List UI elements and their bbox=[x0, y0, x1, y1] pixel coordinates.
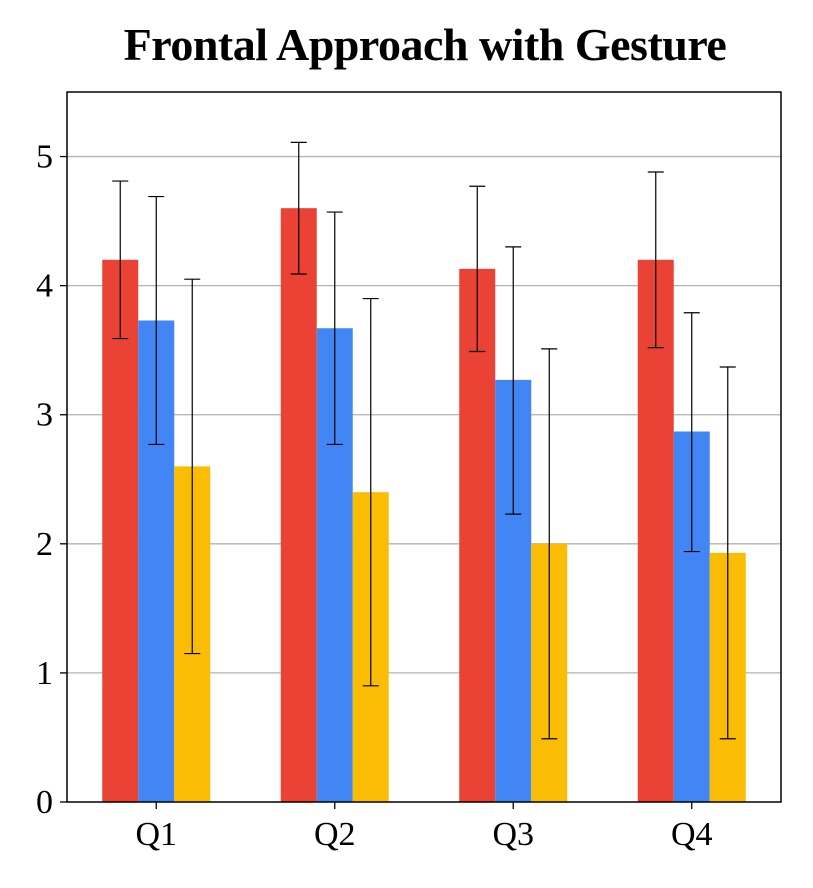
y-tick-label: 3 bbox=[36, 397, 53, 434]
bar-q1-series-1 bbox=[102, 259, 139, 802]
y-tick-label: 0 bbox=[36, 784, 53, 821]
bar-q2-series-1 bbox=[280, 208, 317, 802]
y-tick-label: 1 bbox=[36, 655, 53, 692]
x-tick-label-q1: Q1 bbox=[135, 816, 177, 853]
y-tick-label: 2 bbox=[36, 526, 53, 563]
bar-q4-series-1 bbox=[637, 259, 674, 802]
x-tick-label-q4: Q4 bbox=[671, 816, 713, 853]
plot-frame bbox=[66, 91, 782, 803]
x-tick-label-q2: Q2 bbox=[314, 816, 356, 853]
y-tick-label: 5 bbox=[36, 139, 53, 176]
x-tick-label-q3: Q3 bbox=[492, 816, 534, 853]
chart-title: Frontal Approach with Gesture bbox=[123, 19, 727, 70]
y-tick-label: 4 bbox=[36, 268, 53, 305]
bar-q3-series-1 bbox=[459, 268, 496, 802]
